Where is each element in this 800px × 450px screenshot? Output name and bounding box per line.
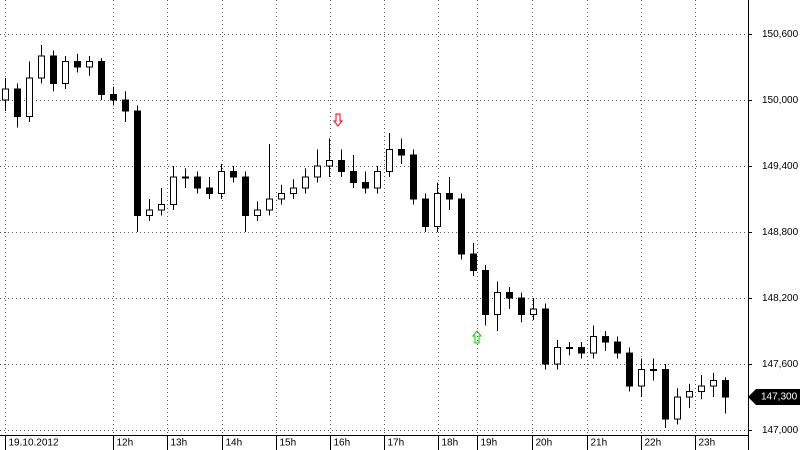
candle-body — [182, 176, 189, 179]
candle-body — [614, 341, 621, 354]
candle-body — [446, 193, 453, 200]
y-tick-label: 150,000 — [762, 95, 799, 106]
last-price-label: 147,300 — [761, 392, 798, 403]
candle-body — [590, 336, 597, 354]
y-tick-label: 148,200 — [762, 293, 799, 304]
candle-body — [302, 176, 309, 189]
candle-body — [650, 369, 657, 372]
candle-body — [434, 193, 441, 228]
candle-body — [134, 110, 141, 217]
candle-body — [110, 94, 117, 101]
x-tick-label: 15h — [280, 438, 297, 449]
x-tick-label: 17h — [388, 438, 405, 449]
candle-body — [26, 77, 33, 118]
candle-body — [314, 165, 321, 178]
candle-body — [386, 149, 393, 173]
candle-body — [698, 385, 705, 393]
y-tick-label: 149,400 — [762, 161, 799, 172]
candle-body — [602, 336, 609, 343]
candle-body — [122, 99, 129, 112]
x-tick-label: 18h — [442, 438, 459, 449]
candle-body — [206, 187, 213, 195]
candle-body — [554, 347, 561, 365]
candle-body — [374, 171, 381, 189]
last-price-box — [748, 389, 800, 406]
candle-body — [458, 198, 465, 255]
candle-body — [722, 380, 729, 398]
candle-body — [566, 347, 573, 350]
candle-body — [98, 60, 105, 96]
candle-body — [398, 149, 405, 156]
candle-body — [326, 160, 333, 167]
candle-body — [14, 88, 21, 118]
candle-body — [494, 292, 501, 316]
candle-body — [626, 352, 633, 387]
candle-body — [338, 160, 345, 173]
candle-body — [266, 198, 273, 211]
candle-body — [254, 209, 261, 217]
candle-body — [518, 297, 525, 316]
candle-body — [686, 391, 693, 398]
x-tick-label: 23h — [699, 438, 716, 449]
candle-body — [410, 154, 417, 200]
y-tick-label: 150,600 — [762, 29, 799, 40]
candle-body — [158, 204, 165, 211]
candle-body — [278, 193, 285, 200]
candle-body — [482, 270, 489, 316]
candle-body — [50, 55, 57, 85]
x-tick-label: 19.10.2012 — [9, 438, 59, 449]
candle-body — [242, 176, 249, 217]
candle-body — [230, 171, 237, 178]
candle-body — [218, 171, 225, 195]
x-tick-label: 21h — [591, 438, 608, 449]
candle-body — [362, 182, 369, 189]
x-tick-label: 19h — [481, 438, 498, 449]
y-tick-label: 148,800 — [762, 227, 799, 238]
candle-body — [194, 176, 201, 189]
candle-body — [470, 253, 477, 272]
sell-signal — [332, 113, 344, 127]
candle-body — [290, 187, 297, 195]
candle-body — [530, 308, 537, 316]
candle-body — [146, 209, 153, 217]
candle-body — [710, 380, 717, 387]
candle-body — [38, 55, 45, 79]
candle-body — [542, 308, 549, 365]
candle-body — [422, 198, 429, 228]
y-tick-label: 147,600 — [762, 359, 799, 370]
x-tick-label: 22h — [645, 438, 662, 449]
candle-body — [62, 60, 69, 85]
y-tick-label: 147,000 — [762, 425, 799, 436]
x-tick-label: 12h — [117, 438, 134, 449]
x-tick-label: 16h — [334, 438, 351, 449]
candle-body — [86, 60, 93, 68]
candle-body — [674, 396, 681, 420]
candle-body — [350, 171, 357, 184]
candle-body — [506, 292, 513, 299]
candle-body — [170, 176, 177, 206]
x-tick-label: 14h — [226, 438, 243, 449]
candle-body — [638, 369, 645, 387]
candle-body — [578, 347, 585, 354]
candle-body — [74, 60, 81, 68]
candle-body — [2, 88, 9, 101]
candle-body — [662, 369, 669, 420]
x-tick-label: 20h — [536, 438, 553, 449]
x-tick-label: 13h — [171, 438, 188, 449]
